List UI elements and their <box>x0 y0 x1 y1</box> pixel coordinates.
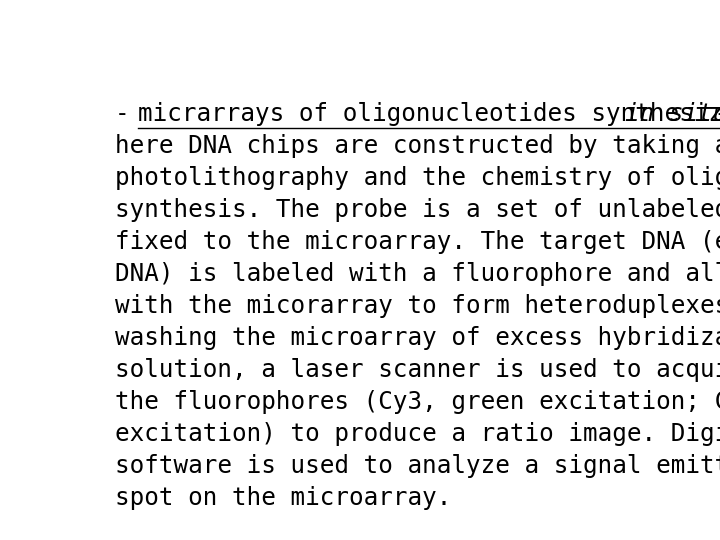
Text: –: – <box>704 102 720 126</box>
Text: excitation) to produce a ratio image. Digiatl imaging: excitation) to produce a ratio image. Di… <box>115 422 720 447</box>
Text: synthesis. The probe is a set of unlabeled nucleic acids: synthesis. The probe is a set of unlabel… <box>115 198 720 222</box>
Text: software is used to analyze a signal emitted by each: software is used to analyze a signal emi… <box>115 454 720 478</box>
Text: photolithography and the chemistry of oligonucleotide: photolithography and the chemistry of ol… <box>115 166 720 190</box>
Text: spot on the microarray.: spot on the microarray. <box>115 487 451 510</box>
Text: solution, a laser scanner is used to acquire an image of: solution, a laser scanner is used to acq… <box>115 359 720 382</box>
Text: with the micorarray to form heteroduplexes. After: with the micorarray to form heteroduplex… <box>115 294 720 318</box>
Text: micrarrays of oligonucleotides synthesized: micrarrays of oligonucleotides synthesiz… <box>138 102 720 126</box>
Text: the fluorophores (Cy3, green excitation; Cy5 red: the fluorophores (Cy3, green excitation;… <box>115 390 720 414</box>
Text: DNA) is labeled with a fluorophore and allowed to mix: DNA) is labeled with a fluorophore and a… <box>115 262 720 286</box>
Text: in situ: in situ <box>625 102 720 126</box>
Text: washing the microarray of excess hybridization: washing the microarray of excess hybridi… <box>115 326 720 350</box>
Text: fixed to the microarray. The target DNA (e.g. genomic: fixed to the microarray. The target DNA … <box>115 230 720 254</box>
Text: -: - <box>115 102 145 126</box>
Text: here DNA chips are constructed by taking advantage of: here DNA chips are constructed by taking… <box>115 134 720 158</box>
